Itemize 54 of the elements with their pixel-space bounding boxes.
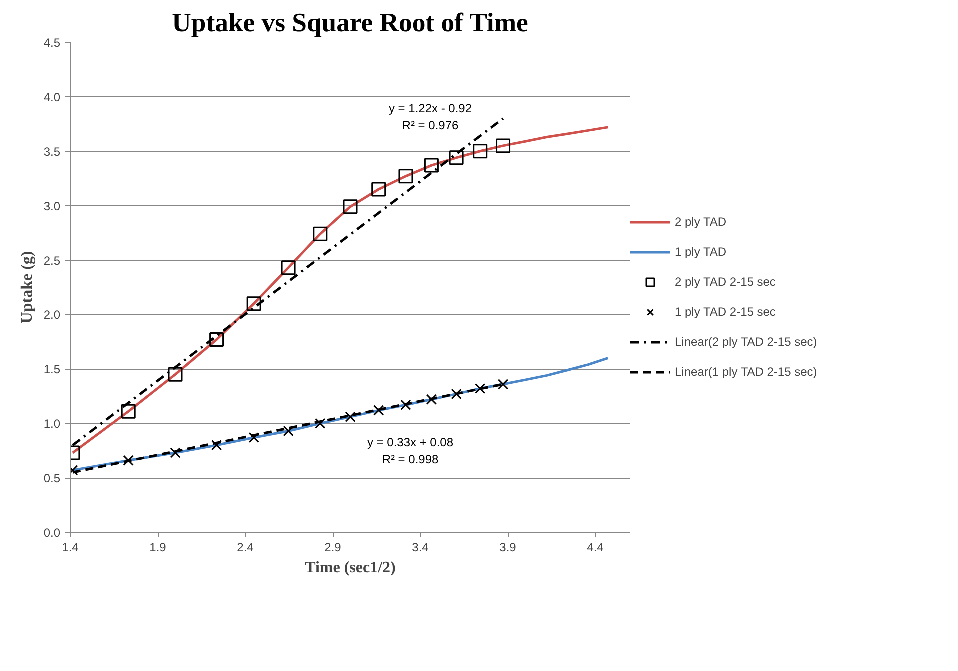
y-tick-label: 4.5 — [44, 36, 61, 50]
annotation: y = 0.33x + 0.08 R² = 0.998 — [367, 436, 454, 466]
point — [246, 296, 262, 312]
point — [498, 379, 509, 390]
point — [372, 182, 386, 197]
point — [121, 404, 136, 419]
point — [283, 426, 294, 437]
point — [475, 383, 486, 394]
x-tick-label: 4.4 — [587, 540, 604, 554]
y-tick-label: 1.5 — [44, 362, 61, 377]
legend-label: 2 ply TAD — [675, 215, 727, 229]
y-tick-label: 4.0 — [44, 90, 61, 104]
y-tick-label: 0.0 — [44, 526, 61, 540]
point — [170, 448, 181, 458]
point — [398, 169, 414, 184]
x-tick-label: 3.9 — [500, 540, 517, 554]
y-tick-label: 2.0 — [44, 308, 61, 322]
x-tick-label: 1.9 — [150, 540, 167, 554]
x-tick-label: 2.4 — [237, 540, 254, 554]
point — [496, 138, 511, 154]
y-tick-label: 1.0 — [44, 417, 61, 432]
point — [315, 418, 326, 429]
point — [374, 405, 384, 416]
point — [345, 412, 356, 422]
point — [400, 400, 412, 410]
x-axis-title: Time (sec1/2) — [305, 560, 396, 576]
point — [211, 440, 222, 451]
legend-label: 2 ply TAD 2-15 sec — [675, 275, 776, 289]
point — [426, 394, 438, 405]
legend-label: Linear(1 ply TAD 2-15 sec) — [675, 365, 818, 379]
y-tick-label: 2.5 — [44, 254, 61, 268]
legend-label: 1 ply TAD 2-15 sec — [675, 305, 776, 319]
y-tick-label: 3.0 — [44, 199, 61, 214]
y-tick-label: 3.5 — [44, 144, 61, 159]
point — [248, 432, 260, 444]
point — [343, 200, 358, 214]
point — [281, 260, 296, 276]
point — [210, 332, 224, 348]
chart-title: Uptake vs Square Root of Time — [172, 8, 529, 38]
point — [424, 158, 439, 173]
y-axis-title: Uptake (g) — [18, 251, 36, 324]
x-tick-label: 2.9 — [324, 540, 342, 554]
point — [123, 455, 134, 466]
point — [168, 367, 183, 382]
annotation: y = 1.22x - 0.92 R² = 0.976 — [388, 102, 472, 132]
legend-label: Linear(2 ply TAD 2-15 sec) — [675, 335, 818, 349]
legend-label: 1 ply TAD — [675, 245, 727, 259]
point — [313, 226, 328, 242]
y-tick-label: 0.5 — [44, 472, 61, 486]
point — [449, 150, 464, 166]
point — [473, 144, 488, 159]
x-tick-label: 3.4 — [412, 540, 430, 554]
point — [451, 388, 462, 400]
x-tick-label: 1.4 — [62, 540, 80, 554]
